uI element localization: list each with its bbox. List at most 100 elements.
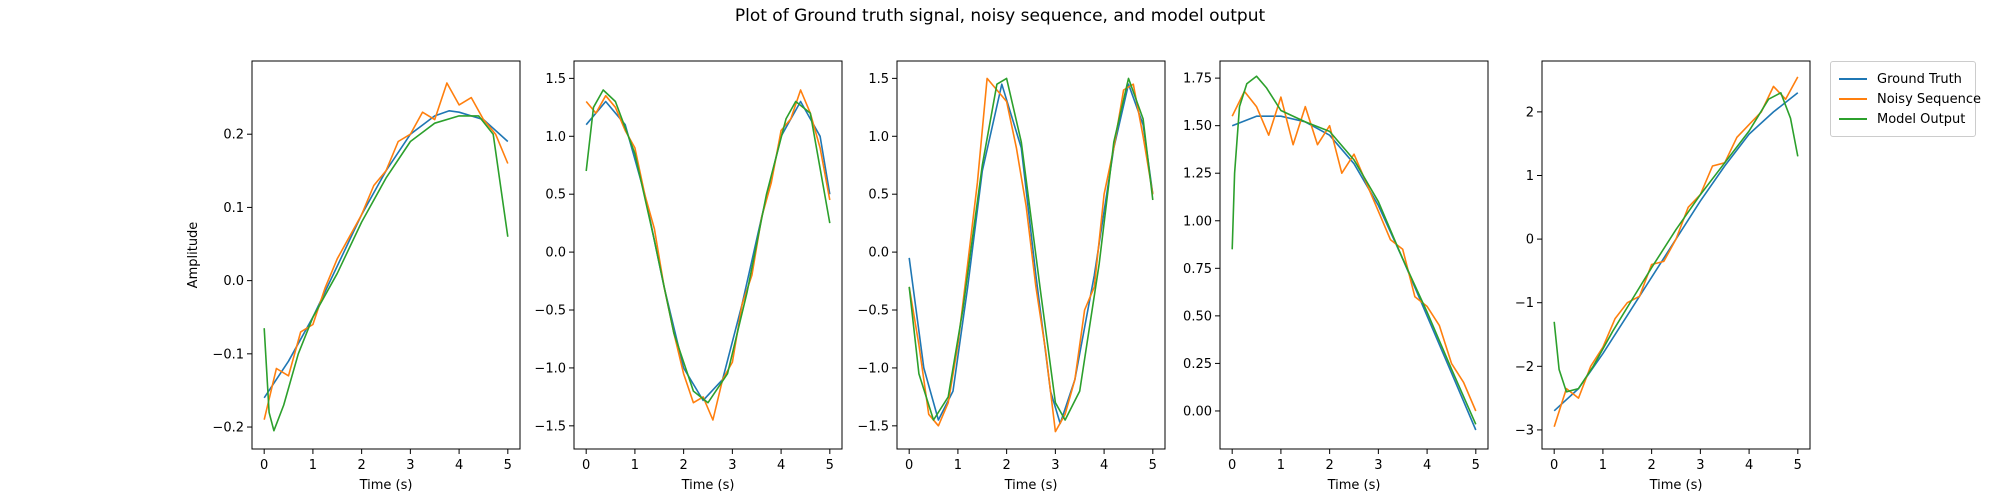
series-group	[585, 89, 831, 421]
y-tick-label: 0.0	[868, 246, 889, 261]
x-tick-label: 4	[455, 458, 463, 473]
x-tick-label: 3	[1051, 458, 1059, 473]
series-line-model-output	[1231, 75, 1477, 425]
y-tick-label: 0.00	[1183, 404, 1212, 419]
figure-title: Plot of Ground truth signal, noisy seque…	[734, 6, 1266, 26]
x-axis-label: Time (s)	[1649, 478, 1703, 493]
x-tick-label: 3	[1374, 458, 1382, 473]
legend-swatch-ground-truth	[1839, 78, 1867, 80]
x-tick-label: 2	[1325, 458, 1333, 473]
y-tick-label: 1.5	[545, 72, 566, 87]
x-tick-label: 0	[582, 458, 590, 473]
series-line-ground-truth	[585, 100, 831, 402]
y-tick-label: −0.5	[534, 304, 566, 319]
legend-item-noisy-sequence: Noisy Sequence	[1839, 90, 1981, 108]
x-tick-label: 4	[1423, 458, 1431, 473]
axes-frame	[251, 60, 521, 450]
y-tick-label: 1.5	[868, 72, 889, 87]
x-tick-label: 5	[1794, 458, 1802, 473]
x-tick-label: 1	[1599, 458, 1607, 473]
x-tick-label: 2	[1647, 458, 1655, 473]
x-tick-label: 3	[406, 458, 414, 473]
y-tick-label: 1.75	[1183, 72, 1212, 87]
series-line-noisy-sequence	[1231, 90, 1477, 412]
x-tick-label: 1	[1277, 458, 1285, 473]
y-tick-label: 0.5	[545, 188, 566, 203]
legend-swatch-noisy-sequence	[1839, 98, 1867, 100]
y-tick-label: −0.2	[212, 421, 244, 436]
series-group	[1553, 76, 1799, 427]
x-axis-label: Time (s)	[1004, 478, 1058, 493]
x-tick-label: 5	[1472, 458, 1480, 473]
x-tick-label: 1	[631, 458, 639, 473]
x-tick-label: 3	[1696, 458, 1704, 473]
series-line-noisy-sequence	[585, 89, 831, 421]
x-axis-label: Time (s)	[359, 478, 413, 493]
y-tick-label: −1	[1515, 296, 1534, 311]
series-line-ground-truth	[1231, 115, 1477, 431]
series-group	[1231, 75, 1477, 431]
legend-label: Noisy Sequence	[1877, 91, 1982, 107]
series-line-model-output	[263, 115, 509, 432]
y-tick-label: 1.0	[545, 130, 566, 145]
series-group	[263, 82, 509, 432]
legend-item-model-output: Model Output	[1839, 110, 1965, 128]
legend-swatch-model-output	[1839, 118, 1867, 120]
y-tick-label: 0.25	[1183, 357, 1212, 372]
y-tick-label: 2	[1526, 105, 1534, 120]
y-tick-label: −1.0	[857, 361, 889, 376]
x-tick-label: 0	[905, 458, 913, 473]
series-line-ground-truth	[263, 110, 509, 399]
subplot-4: 0 1 2 3 4 5 0.00 0.25 0.50 0.75 1.00 1.25 1.50 1.75 Ti…	[1183, 60, 1489, 493]
subplot-1: 0 1 2 3 4 5 −0.2 −0.1 0.0 0.1 0.2 Time (s) Amplitude	[186, 60, 521, 493]
y-tick-label: 1.25	[1183, 167, 1212, 182]
axes-frame	[573, 60, 843, 450]
y-tick-label: 1.0	[868, 130, 889, 145]
legend-label: Model Output	[1877, 111, 1966, 127]
y-tick-label: 0.50	[1183, 309, 1212, 324]
x-tick-label: 2	[357, 458, 365, 473]
y-tick-label: 1.00	[1183, 214, 1212, 229]
x-tick-label: 1	[309, 458, 317, 473]
y-tick-label: −2	[1515, 360, 1534, 375]
axes-frame	[1541, 60, 1811, 450]
x-tick-label: 0	[1228, 458, 1236, 473]
axes-frame	[1219, 60, 1489, 450]
y-tick-label: 0.75	[1183, 262, 1212, 277]
y-tick-label: −0.1	[212, 347, 244, 362]
y-axis-label: Amplitude	[186, 222, 201, 289]
series-line-ground-truth	[1553, 92, 1799, 412]
series-line-model-output	[585, 89, 831, 404]
y-tick-label: 0.2	[223, 128, 244, 143]
axes-frame	[896, 60, 1166, 450]
x-tick-label: 4	[777, 458, 785, 473]
legend-label: Ground Truth	[1877, 71, 1962, 87]
y-tick-label: 0.1	[223, 201, 244, 216]
y-tick-label: −1.0	[534, 361, 566, 376]
y-tick-label: −1.5	[534, 419, 566, 434]
x-tick-label: 4	[1100, 458, 1108, 473]
y-tick-label: 0	[1526, 233, 1534, 248]
x-tick-label: 2	[679, 458, 687, 473]
x-tick-label: 0	[260, 458, 268, 473]
x-axis-label: Time (s)	[681, 478, 735, 493]
subplot-5: 0 1 2 3 4 5 −3 −2 −1 0 1 2 Time (s)	[1515, 60, 1811, 493]
x-tick-label: 5	[826, 458, 834, 473]
x-tick-label: 4	[1745, 458, 1753, 473]
legend: Ground Truth Noisy Sequence Model Output	[1830, 61, 1981, 137]
x-tick-label: 0	[1550, 458, 1558, 473]
y-tick-label: 0.5	[868, 188, 889, 203]
x-tick-label: 5	[504, 458, 512, 473]
y-tick-label: −0.5	[857, 304, 889, 319]
series-group	[908, 77, 1154, 433]
y-tick-label: 0.0	[223, 274, 244, 289]
series-line-model-output	[1553, 92, 1799, 393]
subplot-2: 0 1 2 3 4 5 −1.5 −1.0 −0.5 0.0 0.5 1.0 1.5 Time (s)	[534, 60, 843, 493]
x-tick-label: 2	[1002, 458, 1010, 473]
series-line-noisy-sequence	[1553, 76, 1799, 427]
x-tick-label: 3	[728, 458, 736, 473]
y-tick-label: −1.5	[857, 419, 889, 434]
y-tick-label: −3	[1515, 423, 1534, 438]
